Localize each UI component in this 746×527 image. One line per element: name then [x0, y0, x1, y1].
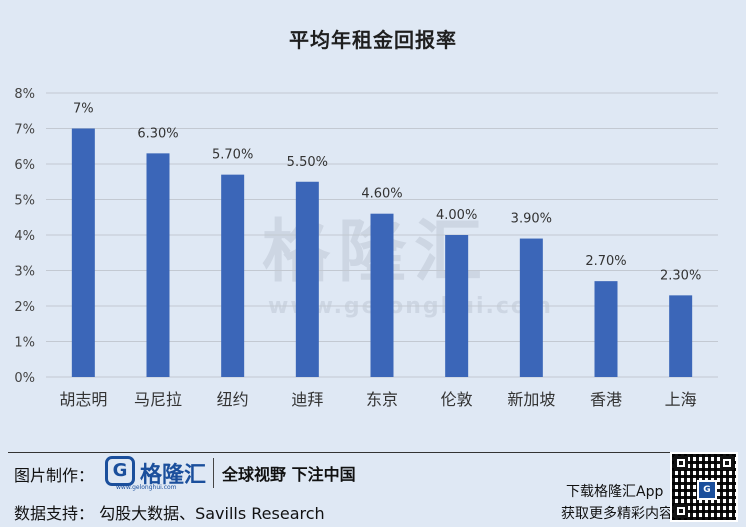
x-tick-label: 胡志明 [59, 390, 107, 409]
x-tick-label: 新加坡 [507, 390, 555, 409]
y-tick-label: 6% [14, 158, 35, 173]
y-tick-label: 4% [14, 229, 35, 244]
x-tick-label: 纽约 [217, 390, 249, 409]
data-label: 5.50% [287, 155, 328, 170]
data-label: 4.60% [361, 187, 402, 202]
x-axis-ticks: 胡志明 马尼拉 纽约 迪拜 东京 伦敦 新加坡 香港 上海 [59, 390, 696, 409]
qr-code-icon[interactable]: G [670, 452, 738, 522]
bar [221, 174, 245, 377]
bar-chart: 0% 1% 2% 3% 4% 5% 6% 7% 8% 7% 6.30% 5.70% 5.50% 4.60… [14, 87, 718, 409]
bars [71, 128, 693, 377]
slogan: 全球视野 下注中国 [222, 465, 356, 484]
bar [594, 281, 618, 377]
brand-divider [213, 458, 214, 488]
brand-logo-icon: G [105, 456, 135, 486]
data-label: 5.70% [212, 148, 253, 163]
y-tick-label: 1% [14, 336, 35, 351]
x-tick-label: 香港 [590, 390, 622, 409]
x-tick-label: 上海 [665, 390, 697, 409]
bar [370, 213, 394, 377]
qr-finder-icon [674, 504, 688, 518]
footer-divider [8, 452, 738, 453]
bar [445, 235, 469, 377]
data-label: 2.70% [585, 254, 626, 269]
y-tick-label: 8% [14, 87, 35, 102]
y-tick-label: 2% [14, 300, 35, 315]
brand-name: 格隆汇 [140, 463, 207, 488]
data-label: 3.90% [511, 212, 552, 227]
bar [519, 238, 543, 377]
brand-url: www.gelonghui.com [116, 484, 177, 491]
data-label: 2.30% [660, 268, 701, 283]
y-tick-label: 3% [14, 265, 35, 280]
chart-title: 平均年租金回报率 [289, 28, 457, 52]
x-tick-label: 东京 [366, 390, 398, 409]
y-axis-ticks: 0% 1% 2% 3% 4% 5% 6% 7% 8% [14, 87, 35, 386]
data-label: 7% [73, 102, 94, 117]
y-tick-label: 7% [14, 123, 35, 138]
x-tick-label: 伦敦 [441, 390, 473, 409]
bar [295, 181, 319, 377]
bar [146, 153, 170, 377]
x-tick-label: 迪拜 [291, 390, 323, 409]
data-label: 6.30% [137, 126, 178, 141]
qr-finder-icon [674, 456, 688, 470]
y-tick-label: 0% [14, 371, 35, 386]
qr-logo-icon: G [697, 480, 717, 500]
data-labels: 7% 6.30% 5.70% 5.50% 4.60% 4.00% 3.90% 2.70% 2.3… [73, 102, 701, 284]
credit-label: 图片制作： [14, 466, 95, 485]
bar [669, 295, 693, 377]
qr-finder-icon [720, 456, 734, 470]
data-source: 数据支持： 勾股大数据、Savills Research [14, 504, 325, 523]
x-tick-label: 马尼拉 [134, 390, 182, 409]
app-download-text: 下载格隆汇App [566, 484, 664, 500]
y-tick-label: 5% [14, 194, 35, 209]
app-promo-text: 获取更多精彩内容 [561, 506, 673, 522]
data-label: 4.00% [436, 208, 477, 223]
bar [71, 128, 95, 377]
